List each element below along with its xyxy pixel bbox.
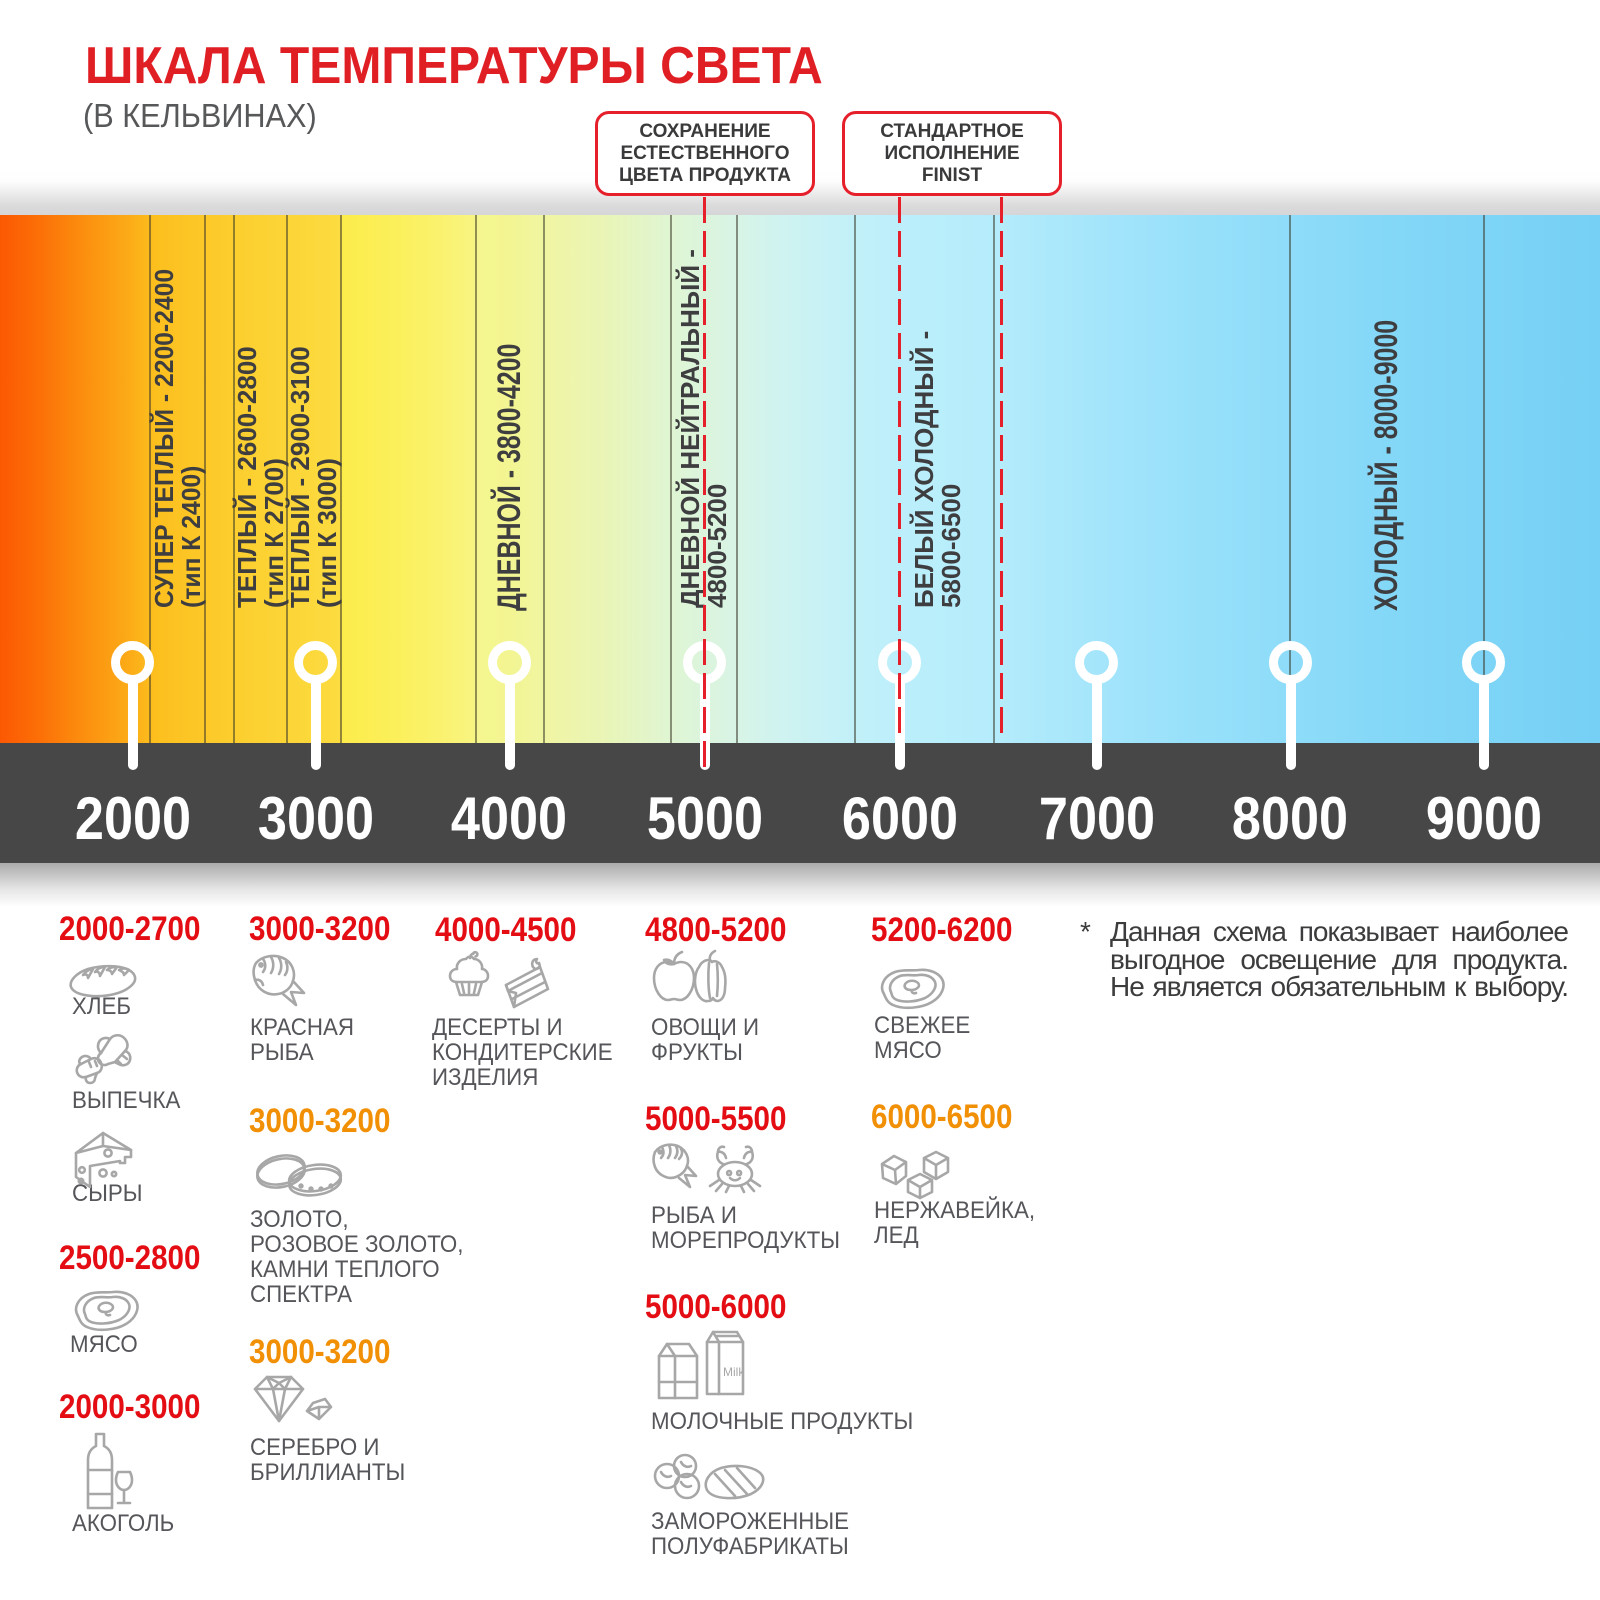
svg-text:Milk: Milk	[723, 1365, 745, 1379]
